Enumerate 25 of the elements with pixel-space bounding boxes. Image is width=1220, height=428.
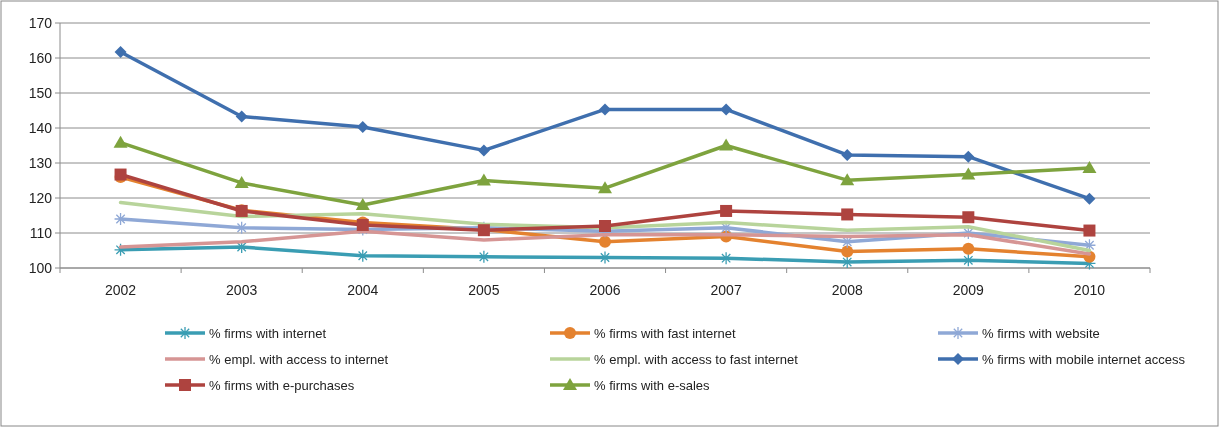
x-tick-label: 2007 bbox=[710, 282, 742, 298]
legend-label: % firms with fast internet bbox=[594, 325, 736, 341]
y-tick-label: 170 bbox=[28, 14, 53, 31]
x-tick-label: 2008 bbox=[831, 282, 863, 298]
x-tick-label: 2004 bbox=[347, 282, 379, 298]
y-tick-label: 110 bbox=[29, 224, 53, 241]
y-tick-label: 130 bbox=[28, 154, 53, 171]
x-tick-label: 2010 bbox=[1073, 282, 1106, 298]
y-tick-label: 100 bbox=[28, 259, 53, 276]
legend-label: % empl. with access to internet bbox=[209, 351, 389, 367]
legend-label: % firms with e-sales bbox=[594, 377, 711, 393]
y-tick-label: 120 bbox=[28, 189, 53, 206]
y-tick-label: 140 bbox=[28, 119, 53, 136]
x-tick-label: 2009 bbox=[952, 282, 985, 298]
legend-label: % empl. with access to fast internet bbox=[594, 351, 799, 367]
y-tick-label: 160 bbox=[28, 49, 53, 66]
legend-label: % firms with mobile internet access bbox=[982, 351, 1186, 367]
x-tick-label: 2005 bbox=[468, 282, 500, 298]
x-tick-label: 2002 bbox=[104, 282, 137, 298]
x-tick-label: 2006 bbox=[589, 282, 621, 298]
legend-label: % firms with website bbox=[982, 325, 1100, 341]
x-tick-label: 2003 bbox=[226, 282, 258, 298]
y-tick-label: 150 bbox=[28, 84, 53, 101]
legend-label: % firms with e-purchases bbox=[209, 377, 355, 393]
legend-label: % firms with internet bbox=[209, 325, 327, 341]
